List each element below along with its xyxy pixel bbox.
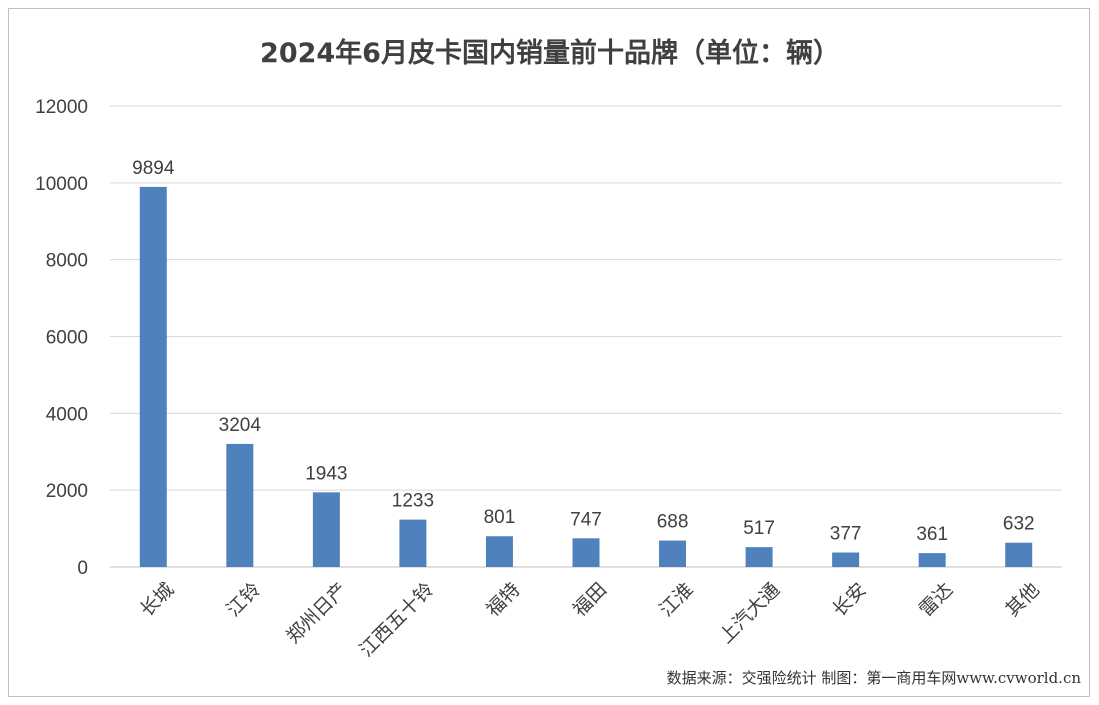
chart-frame: 2024年6月皮卡国内销量前十品牌（单位：辆） 0 2000 4000 6000 800… xyxy=(8,8,1090,697)
data-label: 688 xyxy=(657,512,689,533)
data-label: 9894 xyxy=(132,158,175,179)
bar xyxy=(399,519,427,567)
x-tick-label: 福特 xyxy=(482,579,524,621)
bar xyxy=(572,538,600,567)
x-tick-label: 郑州日产 xyxy=(282,579,351,648)
bar xyxy=(918,553,946,567)
x-tick-label: 江铃 xyxy=(223,579,265,621)
data-label: 801 xyxy=(484,507,516,528)
data-label: 1943 xyxy=(305,463,347,484)
data-label: 1233 xyxy=(392,491,434,512)
x-tick-label: 雷达 xyxy=(915,579,957,621)
bar xyxy=(485,536,513,567)
bar xyxy=(312,492,340,567)
y-tick-label: 6000 xyxy=(46,328,88,349)
data-label: 3204 xyxy=(219,415,262,436)
gridlines xyxy=(110,105,1062,568)
y-tick-label: 10000 xyxy=(35,174,88,195)
data-label: 632 xyxy=(1003,514,1035,535)
y-axis-ticks: 0 2000 4000 6000 8000 10000 12000 xyxy=(35,97,88,579)
bar xyxy=(139,186,167,567)
chart-title: 2024年6月皮卡国内销量前十品牌（单位：辆） xyxy=(260,37,840,69)
data-label: 517 xyxy=(743,518,775,539)
y-tick-label: 12000 xyxy=(35,97,88,118)
x-tick-label: 长安 xyxy=(828,579,870,621)
data-label: 377 xyxy=(830,524,862,545)
data-label: 747 xyxy=(570,509,602,530)
bar xyxy=(226,443,254,567)
bar xyxy=(1005,542,1033,567)
bar-chart: 2024年6月皮卡国内销量前十品牌（单位：辆） 0 2000 4000 6000 800… xyxy=(35,37,1082,687)
bar xyxy=(832,552,860,567)
x-tick-label: 长城 xyxy=(136,579,178,621)
x-tick-label: 江西五十铃 xyxy=(355,579,438,662)
x-tick-label: 福田 xyxy=(569,579,611,621)
y-tick-label: 2000 xyxy=(46,481,88,502)
data-label: 361 xyxy=(916,524,948,545)
x-tick-label: 其他 xyxy=(1001,579,1043,621)
source-note: 数据来源：交强险统计 制图：第一商用车网www.cvworld.cn xyxy=(667,669,1082,687)
x-axis-ticks: 长城 江铃 郑州日产 江西五十铃 福特 福田 江淮 上汽大通 长安 雷达 其他 xyxy=(136,579,1044,662)
bar xyxy=(659,540,687,567)
y-tick-label: 0 xyxy=(77,558,88,579)
data-labels: 9894 3204 1943 1233 801 747 688 517 377 361 632 xyxy=(132,158,1034,545)
bar xyxy=(745,547,773,567)
y-tick-label: 4000 xyxy=(46,404,88,425)
x-tick-label: 上汽大通 xyxy=(715,579,784,648)
bars xyxy=(139,186,1033,567)
x-tick-label: 江淮 xyxy=(655,579,697,621)
y-tick-label: 8000 xyxy=(46,251,88,272)
